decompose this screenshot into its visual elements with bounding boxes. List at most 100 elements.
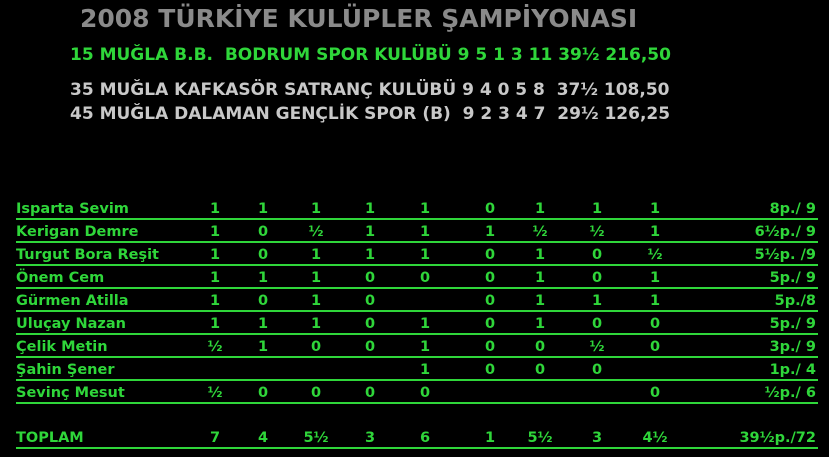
score: 5p./ 9 [769, 316, 816, 332]
player-name: Şahin Şener [16, 362, 115, 378]
result: 1 [649, 270, 661, 286]
result: 1 [419, 362, 431, 378]
row-underline [16, 287, 818, 289]
result: 0 [484, 316, 496, 332]
result: 1 [364, 247, 376, 263]
result: 4 [257, 430, 269, 446]
result: 1 [310, 316, 322, 332]
player-name: Sevinç Mesut [16, 385, 125, 401]
result: 0 [364, 270, 376, 286]
result: 1 [209, 247, 221, 263]
player-name: Turgut Bora Reşit [16, 247, 159, 263]
player-name: Uluçay Nazan [16, 316, 126, 332]
result: 0 [649, 339, 661, 355]
result: 1 [534, 201, 546, 217]
row-underline [16, 447, 818, 449]
result: 1 [257, 339, 269, 355]
row-underline [16, 379, 818, 381]
result: 1 [209, 201, 221, 217]
result: 1 [419, 316, 431, 332]
result: ½ [589, 339, 605, 355]
result: 0 [310, 385, 322, 401]
result: 1 [209, 316, 221, 332]
result: 7 [209, 430, 221, 446]
result: ½ [308, 224, 324, 240]
player-name: Kerigan Demre [16, 224, 139, 240]
result: 0 [591, 270, 603, 286]
result: 1 [649, 293, 661, 309]
result: 1 [419, 201, 431, 217]
result: ½ [532, 224, 548, 240]
result: 0 [591, 247, 603, 263]
result: 0 [364, 293, 376, 309]
player-name: Çelik Metin [16, 339, 108, 355]
result: 0 [484, 247, 496, 263]
result: 0 [484, 201, 496, 217]
row-underline [16, 264, 818, 266]
result: 1 [209, 224, 221, 240]
row-underline [16, 241, 818, 243]
result: 0 [257, 247, 269, 263]
result: 4½ [642, 430, 668, 446]
result: 1 [419, 247, 431, 263]
result: 0 [484, 362, 496, 378]
row-underline [16, 402, 818, 404]
row-underline [16, 356, 818, 358]
result: 1 [591, 201, 603, 217]
result: 1 [257, 270, 269, 286]
player-name: Gürmen Atilla [16, 293, 129, 309]
result: 1 [257, 201, 269, 217]
result: 0 [257, 224, 269, 240]
team-line: 35 MUĞLA KAFKASÖR SATRANÇ KULÜBÜ 9 4 0 5… [70, 80, 670, 100]
title: 2008 TÜRKİYE KULÜPLER ŞAMPİYONASI [80, 4, 638, 33]
result: 0 [484, 339, 496, 355]
score: 3p./ 9 [769, 339, 816, 355]
result: 1 [591, 293, 603, 309]
result: 3 [591, 430, 603, 446]
result: 1 [257, 316, 269, 332]
result: 1 [649, 224, 661, 240]
score: 6½p./ 9 [754, 224, 816, 240]
result: 5½ [527, 430, 553, 446]
result: 0 [484, 270, 496, 286]
result: 1 [209, 293, 221, 309]
result: 1 [419, 339, 431, 355]
result: 0 [364, 339, 376, 355]
result: 1 [534, 316, 546, 332]
result: 0 [257, 385, 269, 401]
score: ½p./ 6 [764, 385, 816, 401]
row-underline [16, 310, 818, 312]
player-name: Isparta Sevim [16, 201, 129, 217]
result: 3 [364, 430, 376, 446]
result: 1 [310, 270, 322, 286]
result: 1 [649, 201, 661, 217]
result: 1 [534, 293, 546, 309]
result: 0 [591, 362, 603, 378]
result: 1 [534, 247, 546, 263]
score: 5½p. /9 [754, 247, 816, 263]
result: 0 [484, 293, 496, 309]
result: 1 [364, 224, 376, 240]
result: ½ [647, 247, 663, 263]
player-name: TOPLAM [16, 430, 84, 446]
result: ½ [207, 385, 223, 401]
result: 1 [209, 270, 221, 286]
result: 1 [484, 430, 496, 446]
result: 1 [419, 224, 431, 240]
result: 5½ [303, 430, 329, 446]
result: 0 [591, 316, 603, 332]
result: 6 [419, 430, 431, 446]
team-line: 15 MUĞLA B.B. BODRUM SPOR KULÜBÜ 9 5 1 3… [70, 45, 671, 65]
team-line: 45 MUĞLA DALAMAN GENÇLİK SPOR (B) 9 2 3 … [70, 104, 671, 124]
result: 0 [257, 293, 269, 309]
result: 0 [419, 385, 431, 401]
result: 0 [534, 339, 546, 355]
player-name: Önem Cem [16, 270, 105, 286]
score: 8p./ 9 [769, 201, 816, 217]
result: 0 [419, 270, 431, 286]
score: 5p./8 [774, 293, 816, 309]
result: ½ [589, 224, 605, 240]
result: 1 [310, 293, 322, 309]
result: 1 [310, 201, 322, 217]
